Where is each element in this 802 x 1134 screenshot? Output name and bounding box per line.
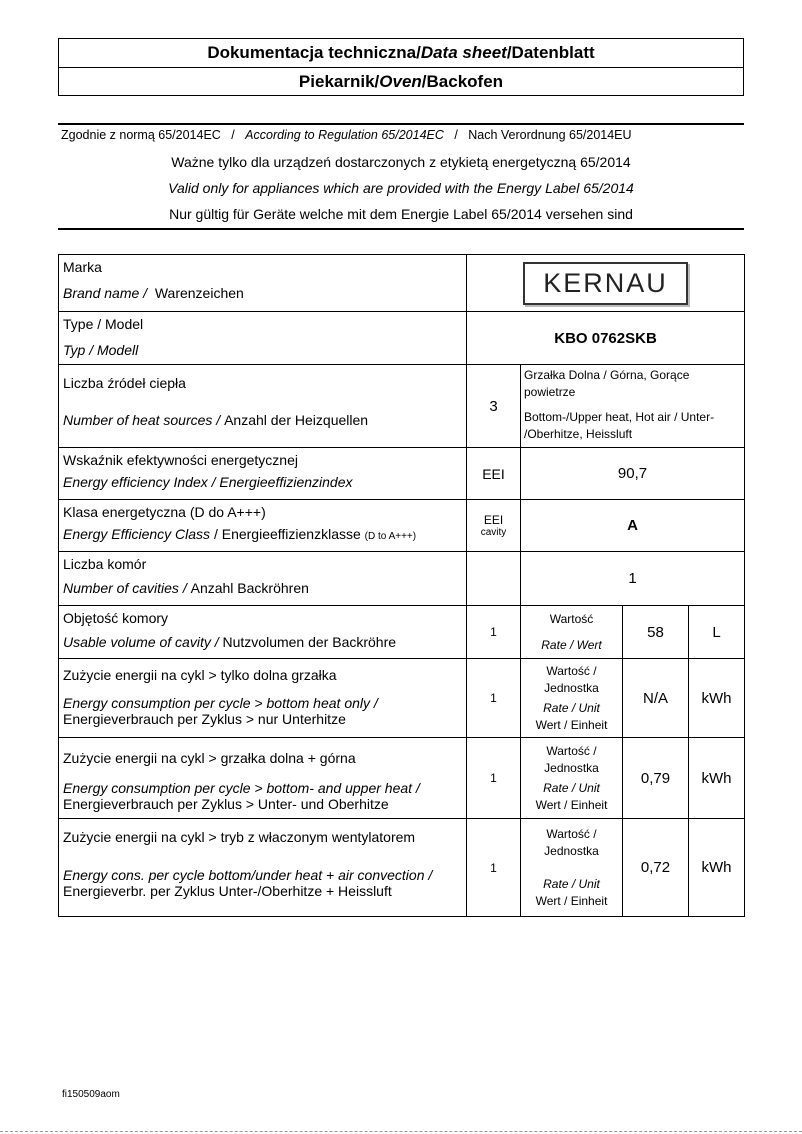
model-value: KBO 0762SKB [465,311,746,365]
row-energy-class: Klasa energetyczna (D do A+++) Energy Eff… [58,499,746,552]
validity-note-pl: Ważne tylko dla urządzeń dostarczonych z… [171,154,631,170]
document-header: Dokumentacja techniczna / Data sheet / D… [58,38,744,96]
energy-unit: kWh [687,658,746,738]
cavities-value: 1 [519,551,746,606]
energy-value: N/A [622,658,689,738]
eei-symbol: EEI [466,447,521,500]
row-eei: Wskaźnik efektywności energetycznej Energ… [58,447,746,500]
energy-unit: kWh [687,737,746,819]
heat-sources-desc: Grzałka Dolna / Górna, Gorące powietrze B… [519,364,746,448]
spec-table: Marka Brand name / Warenzeichen KERNAU Ty… [58,254,746,917]
document-title: Dokumentacja techniczna / Data sheet / D… [207,43,595,62]
validity-note-en: Valid only for appliances which are prov… [168,180,634,196]
energy-class-value: A [519,499,746,552]
eei-value: 90,7 [519,447,746,500]
divider [58,228,744,230]
energy-class-symbol: EEI cavity [466,499,521,552]
volume-unit: L [687,605,746,659]
volume-value: 58 [622,605,689,659]
page-edge [0,1131,802,1132]
volume-label: Objętość komory Usable volume of cavity /… [58,605,467,659]
validity-note-de: Nur gültig für Geräte welche mit dem Ene… [169,206,633,222]
heat-sources-count: 3 [466,364,521,448]
document-subtitle: Piekarnik / Oven / Backofen [59,67,743,95]
row-volume: Objętość komory Usable volume of cavity /… [58,605,746,659]
row-heat-sources: Liczba źródeł ciepła Number of heat sourc… [58,364,746,448]
type-label: Type / Model Typ / Modell [58,311,467,365]
energy-value: 0,79 [622,737,689,819]
brand-logo: KERNAU [523,261,688,305]
brand-label: Marka Brand name / Warenzeichen [58,254,467,312]
row-energy-bottom-upper: Zużycie energii na cykl > grzałka dolna … [58,737,746,819]
row-energy-fan: Zużycie energii na cykl > tryb z właczon… [58,818,746,917]
cavities-label: Liczba komór Number of cavities / Anzahl … [58,551,467,606]
row-cavities: Liczba komór Number of cavities / Anzahl … [58,551,746,606]
divider [58,123,744,125]
footer-code: fi150509aom [62,1089,120,1100]
energy-value: 0,72 [622,818,689,917]
energy-class-label: Klasa energetyczna (D do A+++) Energy Eff… [58,499,467,552]
row-type: Type / Model Typ / Modell KBO 0762SKB [58,311,746,365]
regulation-note: Zgodnie z normą 65/2014EC / According to… [61,128,632,142]
heat-sources-label: Liczba źródeł ciepła Number of heat sourc… [58,364,467,448]
row-brand: Marka Brand name / Warenzeichen KERNAU [58,254,746,312]
energy-unit: kWh [687,818,746,917]
eei-label: Wskaźnik efektywności energetycznej Energ… [58,447,467,500]
row-energy-bottom: Zużycie energii na cykl > tylko dolna gr… [58,658,746,738]
